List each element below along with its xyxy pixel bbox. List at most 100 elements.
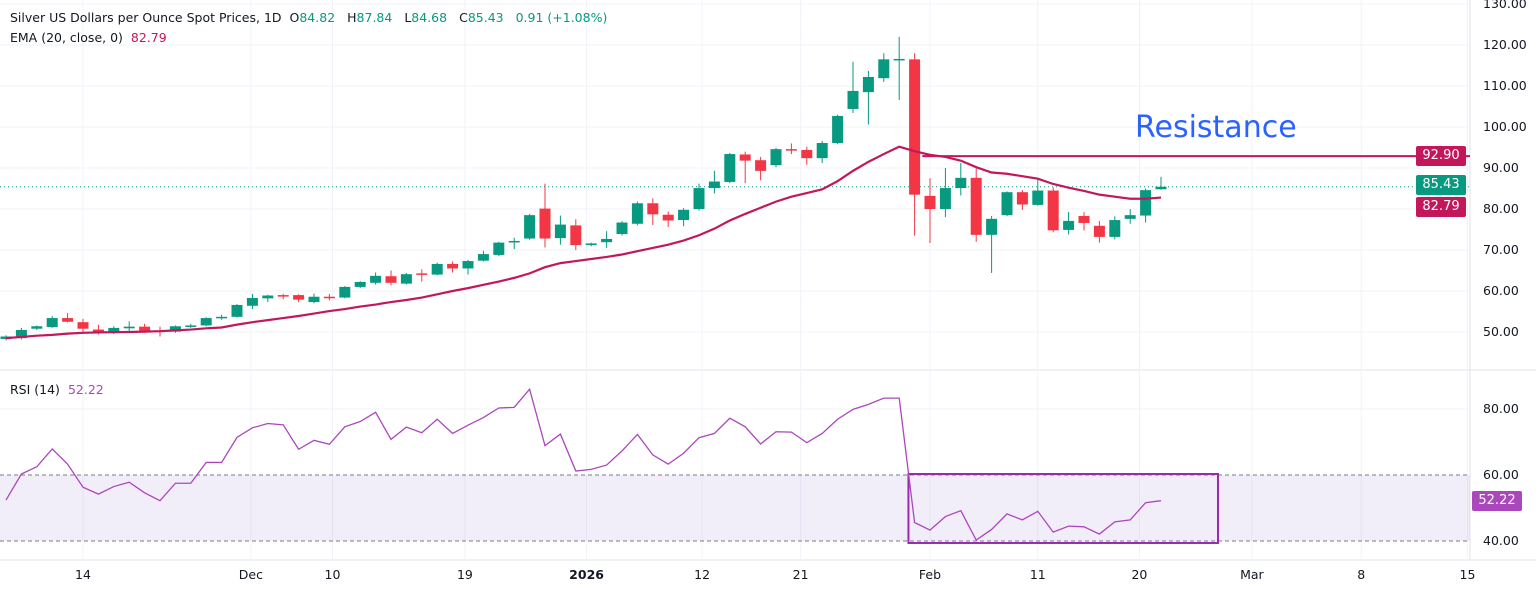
open-label: O [289,10,300,25]
candle-up [169,326,181,332]
candle-down [909,59,921,195]
candle-down [1078,215,1090,223]
candle-up [246,297,258,306]
candle-up [354,281,366,287]
ema-legend: EMA (20, close, 0) 82.79 [10,30,171,45]
candle-down [447,263,459,269]
high-label: H [347,10,357,25]
candle-down [385,276,397,283]
rsi-14-line [5,387,1162,541]
candle-down [416,273,428,275]
time-tick-label: Mar [1240,567,1264,582]
candle-down [539,208,551,239]
last-price-tag: 85.43 [1416,175,1466,195]
candle-up [816,142,828,159]
candle-up [862,76,874,93]
candle-up [231,304,243,317]
time-tick-label: 15 [1460,567,1476,582]
candle-up [939,188,951,209]
candle-up [108,327,120,332]
axes: 130.00 120.00 110.00 100.00 90.00 80.00 70.00 6… [75,0,1527,582]
candle-up [1140,190,1152,216]
rsi-tick-label: 60.00 [1483,467,1519,482]
candle-up [693,188,705,209]
candle-up [493,242,505,255]
time-tick-label: 21 [793,567,809,582]
candles [0,36,1167,341]
time-tick-label: 10 [325,567,341,582]
candle-up [477,254,489,261]
rsi-tick-label: 80.00 [1483,401,1519,416]
symbol-legend: Silver US Dollars per Ounce Spot Prices,… [10,10,611,25]
grid [0,0,1536,561]
time-tick-label: 2026 [569,567,604,582]
time-tick-label: 11 [1030,567,1046,582]
rsi-value: 52.22 [67,382,104,397]
ema-price-tag: 82.79 [1416,197,1466,217]
price-tick-label: 90.00 [1483,160,1519,175]
candle-up [878,59,890,79]
candle-down [139,326,151,331]
candle-up [1124,215,1136,219]
time-tick-label: 14 [75,567,91,582]
candle-up [308,296,320,303]
candle-up [708,181,720,189]
rsi-highlight-box [907,473,1219,544]
candle-up [200,318,212,326]
candle-up [585,243,597,246]
candle-up [462,261,474,269]
candle-down [801,149,813,159]
price-tick-label: 70.00 [1483,242,1519,257]
price-tick-label: 120.00 [1483,37,1527,52]
candle-down [1047,190,1059,231]
rsi-legend: RSI (14) 52.22 [10,382,108,397]
candle-down [1016,192,1028,205]
candle-down [92,329,104,332]
candle-up [1063,220,1075,230]
symbol-title: Silver US Dollars per Ounce Spot Prices,… [10,10,282,25]
candle-up [216,316,228,319]
candle-down [277,295,289,297]
candle-up [31,326,43,329]
candle-down [1093,225,1105,237]
candle-up [1155,186,1167,190]
candle-up [955,177,967,189]
candle-up [616,222,628,235]
candle-down [755,160,767,171]
ema-20-line [5,145,1162,340]
candle-up [15,329,27,339]
candle-down [77,322,89,329]
candle-down [785,149,797,151]
time-tick-label: 12 [694,567,710,582]
candle-up [524,215,536,239]
time-tick-label: Dec [239,567,263,582]
high-value: 87.84 [356,10,393,25]
candle-up [508,240,520,243]
candle-up [339,286,351,298]
candle-up [1032,190,1044,205]
overlay-lines [0,155,1470,188]
rsi-value-tag: 52.22 [1472,491,1522,511]
price-tick-label: 50.00 [1483,324,1519,339]
time-tick-label: 20 [1131,567,1147,582]
price-tick-label: 110.00 [1483,78,1527,93]
candle-up [46,318,58,328]
candle-down [323,296,335,299]
candle-down [62,318,74,322]
candle-up [893,58,905,61]
candle-down [570,225,582,246]
candle-up [554,224,566,239]
candle-up [601,238,613,243]
ema-value: 82.79 [130,30,167,45]
candle-up [123,326,135,329]
candle-up [678,209,690,221]
candle-down [647,203,659,215]
rsi-label: RSI (14) [10,382,60,397]
candle-up [631,203,643,224]
candle-down [293,295,305,300]
low-value: 84.68 [411,10,448,25]
candle-up [1001,192,1013,216]
candle-down [739,154,751,161]
time-tick-label: 19 [457,567,473,582]
